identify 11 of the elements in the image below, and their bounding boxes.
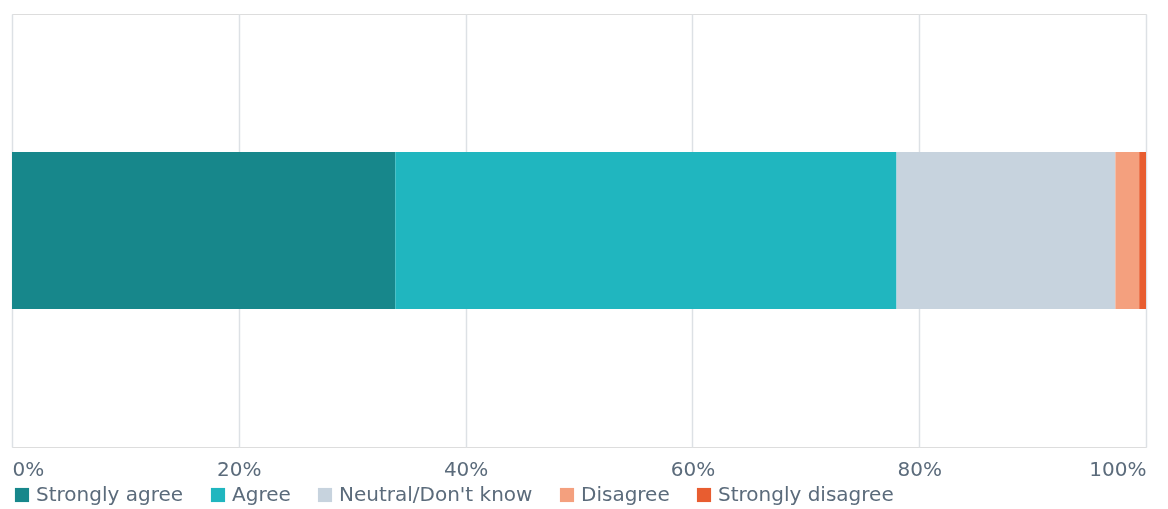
legend-label: Disagree	[581, 482, 670, 506]
legend-label: Strongly disagree	[718, 482, 894, 506]
x-tick-label: 60%	[670, 456, 716, 481]
x-tick-label: 40%	[443, 456, 489, 481]
x-tick-label: 100%	[1089, 456, 1147, 481]
x-tick-label: 0%	[12, 456, 45, 481]
legend-label: Strongly agree	[36, 482, 184, 506]
x-tick-label: 80%	[897, 456, 942, 481]
legend-label: Agree	[232, 482, 291, 506]
x-tick-label: 20%	[217, 456, 262, 481]
legend-label: Neutral/Don't know	[339, 482, 533, 506]
